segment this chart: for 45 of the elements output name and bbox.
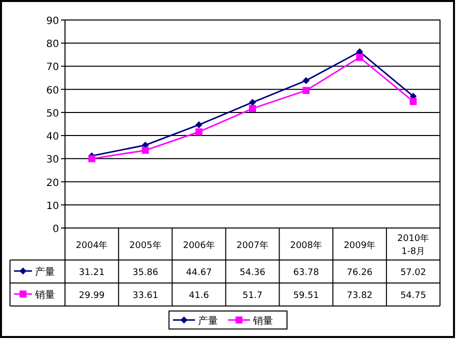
- x-tick-label: 2005年: [129, 240, 162, 251]
- x-tick-label: 2010年1-8月: [397, 233, 430, 257]
- point: [142, 146, 149, 154]
- y-tick-label: 30: [46, 154, 59, 166]
- y-tick-label: 10: [46, 200, 59, 212]
- y-tick-label: 40: [46, 132, 59, 143]
- data-label: 63.78: [293, 268, 320, 278]
- y-tick-label: 0: [52, 224, 59, 235]
- point: [410, 98, 417, 105]
- x-tick-label: 2009年: [344, 240, 376, 251]
- x-tick-label: 2006年: [182, 240, 215, 251]
- data-label: 41.6: [188, 291, 210, 301]
- y-tick-label: 70: [46, 62, 59, 74]
- x-tick-label: 2008年: [290, 240, 322, 251]
- data-label: 57.02: [400, 268, 426, 278]
- data-label: 35.86: [132, 268, 159, 278]
- legend-label: 产量: [35, 266, 55, 278]
- x-tick-label: 2004年: [76, 240, 108, 251]
- data-label: 44.67: [186, 268, 212, 278]
- y-tick-label: 50: [46, 108, 59, 120]
- y-tick-label: 20: [46, 178, 59, 189]
- point: [249, 105, 256, 112]
- data-label: 59.51: [293, 291, 319, 301]
- data-label: 29.99: [78, 291, 105, 301]
- y-tick-label: 80: [46, 39, 59, 50]
- point: [195, 121, 202, 128]
- legend-label: 销量: [34, 290, 55, 301]
- data-label: 73.82: [346, 291, 373, 301]
- text: 销量: [253, 316, 273, 327]
- point: [356, 54, 364, 61]
- point: [302, 86, 310, 94]
- data-label: 51.7: [242, 291, 263, 301]
- data-label: 31.21: [78, 268, 105, 278]
- point: [302, 77, 310, 84]
- point: [249, 98, 256, 106]
- point: [195, 128, 202, 136]
- x-tick-label: 2007年: [236, 240, 268, 251]
- data-label: 54.36: [240, 268, 266, 278]
- text: 产量: [198, 316, 218, 327]
- data-label: 33.61: [132, 291, 158, 301]
- y-tick-label: 60: [46, 85, 59, 96]
- data-label: 54.75: [400, 291, 426, 301]
- y-tick-label: 90: [46, 16, 59, 27]
- data-label: 76.26: [346, 268, 373, 278]
- point: [88, 155, 96, 162]
